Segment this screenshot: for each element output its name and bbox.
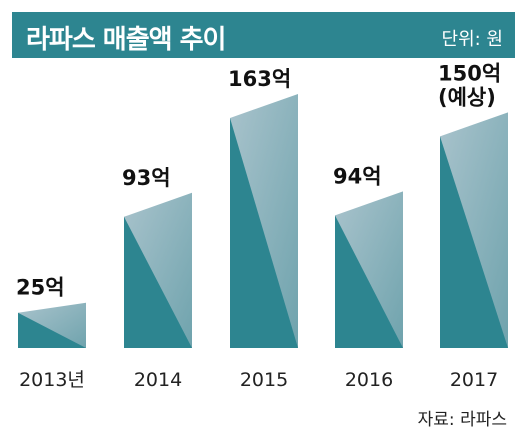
category-label: 2013년 xyxy=(19,369,85,391)
data-label: 94억 xyxy=(333,164,382,188)
bar-2013년: 25억 2013년 xyxy=(16,276,86,391)
data-label: 25억 xyxy=(16,276,65,300)
data-label: 93억 xyxy=(122,166,171,190)
chart-title: 라파스 매출액 추이 xyxy=(26,25,226,55)
bar-shade xyxy=(124,216,192,348)
bar-shade xyxy=(335,215,403,348)
bar-2014: 93억 2014 xyxy=(122,166,192,391)
data-label: 163억 xyxy=(228,67,291,91)
category-label: 2014 xyxy=(134,369,182,391)
chart-header: 라파스 매출액 추이 단위: 원 xyxy=(12,12,515,58)
bar-2017: 150억(예상) 2017 xyxy=(438,61,508,391)
bar-shade xyxy=(440,136,508,348)
unit-label: 단위: 원 xyxy=(441,29,503,50)
category-label: 2015 xyxy=(240,369,288,391)
bar-shade xyxy=(18,312,86,348)
data-label: 150억 xyxy=(438,61,501,85)
bar-2015: 163억 2015 xyxy=(228,67,298,391)
bar-shade xyxy=(230,118,298,348)
category-label: 2017 xyxy=(450,369,498,391)
category-label: 2016 xyxy=(345,369,393,391)
source-label: 자료: 라파스 xyxy=(417,410,507,430)
bar-2016: 94억 2016 xyxy=(333,164,403,391)
data-label: (예상) xyxy=(438,85,496,109)
